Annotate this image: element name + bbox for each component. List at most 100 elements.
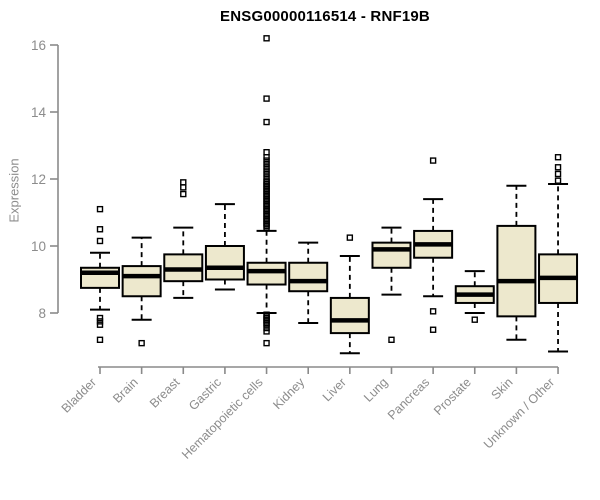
- box-breast: [163, 179, 204, 299]
- outlier-point: [554, 154, 562, 161]
- outlier-point: [263, 224, 270, 231]
- outlier-point: [388, 336, 395, 343]
- y-tick-label: 10: [31, 239, 46, 254]
- outlier-point: [263, 185, 270, 193]
- outlier-point: [263, 318, 270, 325]
- outlier-point: [263, 174, 270, 181]
- outlier-point: [263, 209, 270, 216]
- x-tick-label: Kidney: [270, 375, 307, 412]
- outlier-point: [263, 313, 270, 320]
- outlier-point: [263, 189, 270, 196]
- outlier-point: [263, 179, 270, 186]
- outlier-point: [263, 214, 270, 221]
- x-tick-label: Bladder: [59, 375, 99, 415]
- y-tick-label: 12: [31, 172, 46, 187]
- box-hematopoietic-cells: [246, 35, 287, 347]
- x-tick-label: Lung: [361, 375, 391, 405]
- box-pancreas: [413, 157, 454, 333]
- box-skin: [496, 184, 537, 341]
- outlier-point: [263, 160, 270, 168]
- iqr-box: [204, 245, 245, 281]
- y-tick-label: 16: [31, 38, 46, 53]
- outlier-point: [263, 321, 270, 328]
- outlier-point: [263, 328, 270, 335]
- x-tick-label: Hematopoietic cells: [179, 375, 266, 462]
- outlier-point: [263, 339, 270, 347]
- x-tick-label: Liver: [320, 375, 349, 404]
- outlier-point: [263, 177, 270, 184]
- outlier-point: [263, 314, 270, 322]
- outlier-point: [263, 200, 270, 208]
- box-unknown-other: [538, 154, 579, 353]
- outlier-point: [263, 154, 270, 161]
- outlier-point: [263, 212, 270, 220]
- outlier-point: [263, 222, 270, 230]
- outlier-point: [346, 234, 354, 241]
- outlier-point: [263, 170, 270, 178]
- outlier-point: [263, 187, 270, 194]
- outlier-point: [263, 197, 270, 204]
- outlier-point: [263, 204, 270, 211]
- iqr-box: [246, 261, 287, 286]
- x-tick-label: Brain: [110, 375, 141, 406]
- outlier-point: [96, 237, 104, 245]
- outlier-point: [263, 35, 270, 42]
- outlier-point: [96, 336, 104, 343]
- x-tick-label: Pancreas: [385, 375, 432, 422]
- outlier-point: [263, 215, 270, 223]
- outlier-point: [138, 339, 145, 347]
- box-lung: [371, 226, 412, 343]
- outlier-point: [554, 170, 562, 178]
- box-liver: [329, 234, 370, 355]
- outlier-point: [471, 316, 478, 323]
- outlier-point: [180, 179, 187, 186]
- outlier-point: [263, 157, 270, 164]
- outlier-point: [554, 177, 562, 184]
- outlier-point: [263, 95, 270, 102]
- outlier-point: [263, 210, 270, 218]
- iqr-box: [496, 224, 537, 318]
- outlier-point: [263, 148, 270, 156]
- outlier-point: [96, 318, 104, 325]
- outlier-point: [96, 226, 104, 233]
- box-brain: [121, 236, 162, 347]
- x-tick-label: Gastric: [186, 375, 224, 413]
- iqr-box: [371, 241, 412, 269]
- box-kidney: [288, 241, 329, 325]
- outlier-point: [263, 202, 270, 210]
- outlier-point: [96, 205, 104, 213]
- x-tick-label: Skin: [488, 375, 515, 402]
- outlier-point: [263, 207, 270, 215]
- outlier-point: [263, 217, 270, 225]
- iqr-box: [121, 265, 162, 298]
- outlier-point: [263, 219, 270, 226]
- outlier-point: [96, 321, 104, 328]
- x-tick-label: Unknown / Other: [481, 375, 557, 451]
- outlier-point: [263, 180, 270, 188]
- y-tick-label: 14: [31, 105, 47, 120]
- outlier-point: [263, 164, 270, 171]
- outlier-point: [180, 190, 187, 198]
- box-bladder: [80, 205, 120, 343]
- box-gastric: [204, 203, 245, 291]
- box-prostate: [454, 270, 495, 323]
- outlier-point: [263, 194, 270, 201]
- outlier-point: [263, 195, 270, 203]
- outlier-point: [263, 221, 270, 228]
- outlier-point: [263, 316, 270, 323]
- iqr-box: [288, 261, 329, 293]
- outlier-point: [263, 199, 270, 206]
- outlier-point: [554, 164, 562, 171]
- chart-title: ENSG00000116514 - RNF19B: [220, 8, 430, 25]
- outlier-point: [263, 324, 270, 332]
- y-tick-label: 8: [38, 306, 46, 321]
- outlier-point: [263, 190, 270, 198]
- outlier-point: [429, 157, 437, 164]
- outlier-point: [263, 205, 270, 213]
- x-tick-label: Breast: [147, 375, 183, 411]
- outlier-point: [263, 184, 270, 191]
- outlier-point: [263, 167, 270, 174]
- outlier-point: [96, 314, 104, 322]
